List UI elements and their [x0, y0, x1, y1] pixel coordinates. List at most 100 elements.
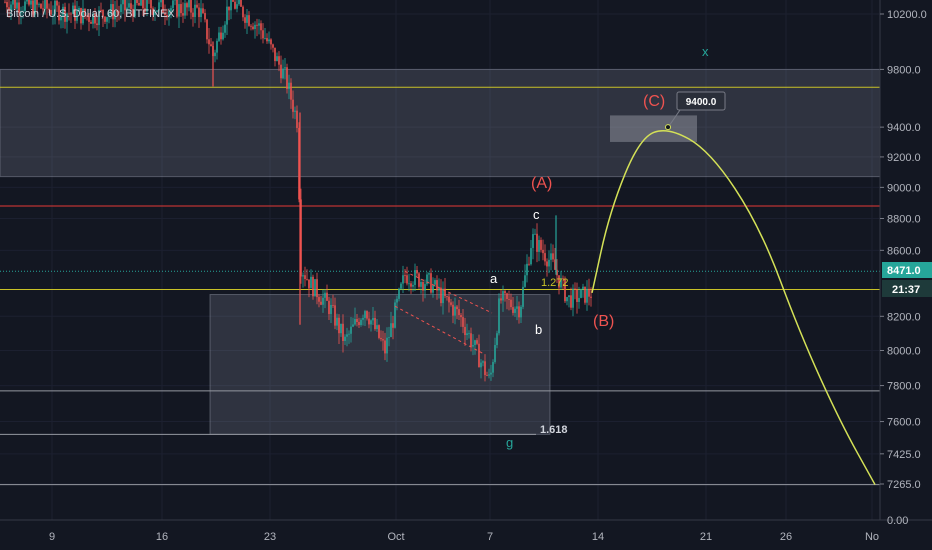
candle-body [434, 280, 436, 285]
candle-body [28, 0, 30, 5]
candle-body [162, 0, 164, 13]
candle-body [82, 8, 84, 24]
candle-body [416, 270, 418, 274]
candle-body [254, 24, 256, 30]
candle-body [334, 305, 336, 326]
current-price-text: 8471.0 [887, 265, 921, 277]
candle-body [536, 233, 538, 252]
candle-body [530, 248, 532, 265]
candle-body [176, 0, 178, 17]
candle-body [372, 318, 374, 321]
candle-body [142, 0, 144, 9]
candle-body [510, 299, 512, 308]
candle-body [378, 325, 380, 338]
candle-body [428, 273, 430, 275]
candle-body [276, 56, 278, 62]
candle-body [550, 253, 552, 260]
wave-label-C: (C) [643, 93, 665, 110]
candle-body [392, 323, 394, 328]
levels [0, 86, 880, 486]
candle-body [76, 11, 78, 21]
candle-body [178, 4, 180, 17]
candle-body [360, 319, 362, 326]
countdown-text: 21:37 [892, 284, 920, 296]
candle-body [324, 292, 326, 298]
candle-body [12, 0, 14, 5]
candle-body [30, 0, 32, 5]
candle-body [20, 11, 22, 13]
candle-body [96, 23, 98, 26]
candle-body [374, 318, 376, 330]
candle-body [208, 39, 210, 45]
time-tick-label-5: 14 [592, 531, 604, 543]
candle-body [520, 306, 522, 318]
price-tick-label-0: 10200.0 [887, 9, 927, 21]
candle-body [508, 298, 510, 300]
candle-body [312, 276, 314, 297]
candle-body [330, 304, 332, 315]
wave-label-c: c [533, 207, 540, 222]
price-tick-label-9: 7800.0 [887, 381, 921, 393]
candle-body [154, 11, 156, 16]
target-point [665, 124, 671, 131]
candle-body [60, 16, 62, 21]
wave-label-x: x [702, 44, 709, 59]
candle-body [244, 17, 246, 23]
candle-body [158, 2, 160, 11]
candle-body [336, 317, 338, 326]
candle-body [406, 275, 408, 284]
price-tick-label-10: 7600.0 [887, 417, 921, 429]
candle-body [562, 278, 564, 279]
candle-body [182, 13, 184, 16]
channel-line-0 [404, 270, 493, 314]
candle-body [48, 8, 50, 10]
candle-body [382, 339, 384, 341]
target-callout-pointer [668, 109, 681, 127]
candle-body [356, 319, 358, 322]
candle-body [296, 110, 298, 128]
candle-body [490, 372, 492, 375]
target-callout-box [676, 91, 726, 111]
candle-body [396, 298, 398, 303]
wave-label-B: (B) [593, 313, 614, 330]
time-axis[interactable]: 9 16 23 Oct 7 14 21 26 No [0, 519, 932, 550]
candle-body [202, 8, 204, 14]
candle-body [298, 127, 300, 200]
candle-body [138, 3, 140, 6]
candle-body [368, 318, 370, 325]
candle-body [214, 52, 216, 57]
candle-body [512, 307, 514, 313]
wave-label-g: g [506, 435, 513, 450]
candle-body [500, 298, 502, 301]
time-tick-label-3: Oct [387, 531, 404, 543]
candle-body [320, 301, 322, 305]
candle-body [6, 2, 8, 8]
candle-body [410, 283, 412, 287]
candle-body [260, 23, 262, 31]
candle-body [522, 286, 524, 307]
candle-body [494, 345, 496, 363]
candle-body [282, 68, 284, 79]
candle-body [506, 293, 508, 299]
candle-body [460, 315, 462, 318]
candle-body [470, 333, 472, 347]
current-price-badge-bg [882, 262, 932, 278]
price-tick-label-7: 8200.0 [887, 311, 921, 323]
candle-body [554, 259, 556, 270]
candle-body [484, 361, 486, 376]
candle-body [352, 324, 354, 327]
price-axis[interactable]: 10200.0 9800.0 9400.0 9200.0 9000.0 8800.0 860… [879, 0, 932, 520]
candle-body [362, 317, 364, 320]
candle-body [166, 15, 168, 18]
candle-body [568, 295, 570, 298]
candle-body [224, 24, 226, 33]
candle-body [582, 286, 584, 289]
candle-body [192, 12, 194, 17]
candle-body [32, 0, 34, 15]
candle-body [482, 361, 484, 363]
candle-body [42, 8, 44, 10]
candle-body [408, 283, 410, 285]
price-tick-label-5: 8800.0 [887, 213, 921, 225]
candle-body [38, 4, 40, 5]
